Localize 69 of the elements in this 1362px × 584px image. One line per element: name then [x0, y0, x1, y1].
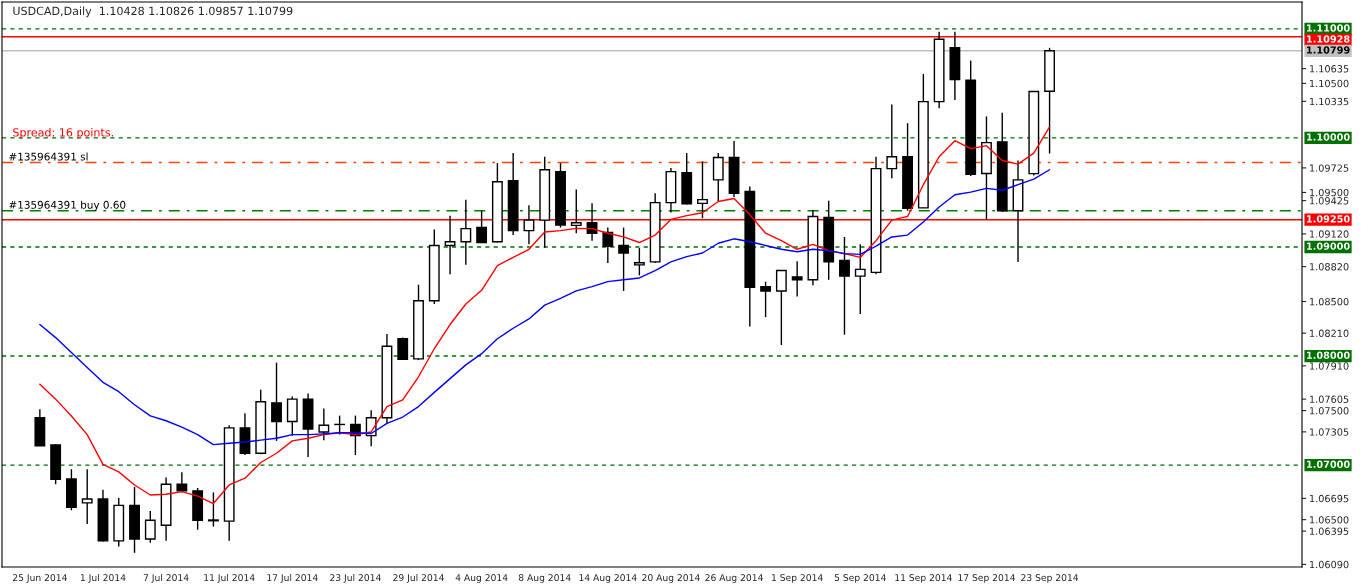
candlestick: [633, 247, 645, 277]
candlestick: [839, 236, 850, 336]
y-tick-label: 1.10500: [1310, 79, 1349, 88]
y-tick-label: 1.09120: [1310, 230, 1349, 238]
ref-line-label: 1.10928: [1307, 35, 1350, 43]
candlestick: [271, 361, 282, 442]
y-tick-label: 1.06695: [1310, 494, 1349, 503]
y-tick-label: 1.07305: [1310, 428, 1349, 436]
y-tick-label: 1.06500: [1310, 516, 1349, 524]
x-tick-label: 26 Aug 2014: [705, 574, 763, 583]
ref-line-label: 1.08000: [1307, 351, 1350, 359]
x-tick-label: 17 Jul 2014: [267, 573, 318, 583]
candlestick: [775, 269, 787, 346]
y-tick-label: 1.06090: [1310, 560, 1349, 569]
x-tick-label: 4 Aug 2014: [455, 574, 508, 583]
x-tick-label: 17 Sep 2014: [958, 574, 1015, 583]
candlestick: [523, 204, 535, 246]
y-tick-label: 1.09425: [1310, 197, 1349, 205]
candlestick: [791, 260, 803, 298]
candlestick: [886, 103, 898, 180]
x-tick-label: 23 Sep 2014: [1021, 574, 1079, 583]
y-tick-label: 1.09725: [1310, 164, 1349, 172]
candlestick: [854, 243, 866, 315]
ref-line-label: #135964391 sl: [9, 152, 88, 161]
y-tick-label: 1.10635: [1310, 65, 1349, 73]
y-tick-label: 1.07605: [1310, 395, 1349, 403]
y-tick-label: 1.08210: [1310, 329, 1349, 337]
y-tick-label: 1.07500: [1310, 407, 1349, 415]
x-tick-label: 14 Aug 2014: [579, 574, 637, 583]
x-tick-label: 1 Sep 2014: [772, 574, 823, 583]
ref-line-label: 1.09000: [1307, 242, 1350, 250]
y-tick-label: 1.08820: [1310, 263, 1349, 271]
x-tick-label: 5 Sep 2014: [834, 574, 886, 583]
y-tick-label: 1.10335: [1310, 97, 1349, 106]
candlestick: [570, 188, 582, 234]
candlestick: [712, 152, 724, 203]
ref-line-label: 1.10000: [1307, 133, 1350, 141]
candlestick: [460, 198, 472, 266]
y-tick-label: 1.09500: [1310, 188, 1349, 197]
candlestick: [318, 407, 330, 441]
y-tick-label: 1.08500: [1310, 297, 1349, 306]
candlestick: [286, 395, 298, 437]
x-tick-label: 25 Jun 2014: [12, 574, 67, 583]
candlestick: [144, 510, 156, 544]
x-tick-label: 23 Jul 2014: [330, 573, 381, 583]
candlestick: [81, 468, 93, 525]
x-tick-label: 29 Jul 2014: [393, 573, 444, 583]
y-tick-label: 1.06395: [1310, 527, 1349, 535]
x-tick-label: 20 Aug 2014: [642, 574, 700, 583]
ref-line-label: 1.07000: [1307, 460, 1350, 468]
candlestick: [476, 210, 488, 244]
x-tick-label: 11 Sep 2014: [895, 574, 952, 583]
y-tick-label: 1.07910: [1310, 362, 1349, 370]
x-tick-label: 1 Jul 2014: [80, 573, 126, 583]
x-tick-label: 11 Jul 2014: [204, 573, 255, 583]
annotation: Spread: 16 points.: [13, 127, 113, 139]
ref-line-label: 1.09250: [1307, 215, 1350, 223]
candlestick: [618, 226, 630, 292]
x-tick-label: 7 Jul 2014: [143, 573, 189, 583]
candlestick: [602, 226, 614, 264]
candlestick: [697, 160, 708, 219]
ref-line-label: 1.11000: [1307, 24, 1350, 32]
candlestick: [760, 280, 772, 318]
candlestick: [444, 214, 456, 275]
ref-line-label: 1.10799: [1307, 46, 1350, 54]
candlestick: [207, 491, 219, 528]
x-tick-label: 8 Aug 2014: [518, 574, 571, 583]
chart-title: USDCAD,Daily 1.10428 1.10826 1.09857 1.10799: [13, 6, 293, 18]
ref-line-label: #135964391 buy 0.60: [9, 200, 126, 211]
